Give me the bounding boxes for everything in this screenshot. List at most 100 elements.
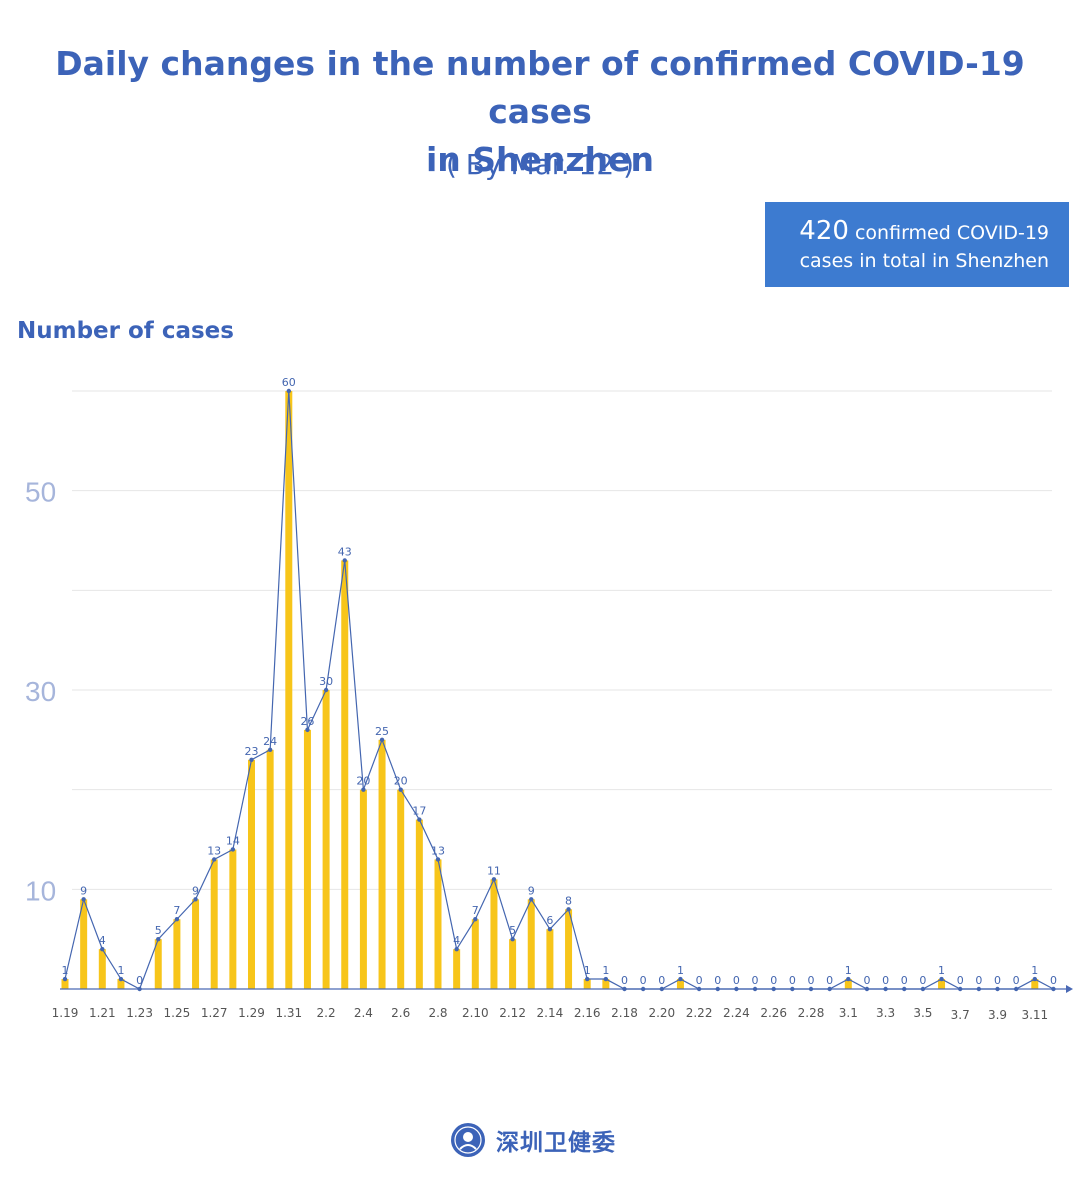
- bar: [322, 690, 330, 989]
- total-cases-number: 420: [799, 216, 849, 246]
- data-point: [790, 986, 795, 992]
- logo-text: 深圳卫健委: [496, 1130, 616, 1156]
- bar: [80, 899, 88, 989]
- chart-title: Daily changes in the number of confirmed…: [0, 40, 1080, 184]
- data-label: 20: [394, 775, 408, 788]
- data-point: [249, 757, 254, 762]
- bar: [341, 560, 349, 989]
- data-label: 60: [282, 376, 296, 389]
- x-tick-label: 1.21: [89, 1006, 116, 1020]
- data-label: 13: [431, 844, 445, 857]
- data-label: 1: [62, 964, 69, 977]
- bar: [359, 789, 367, 989]
- data-point: [212, 857, 217, 862]
- data-point: [846, 976, 851, 982]
- data-point: [678, 976, 683, 982]
- data-point: [864, 986, 870, 992]
- data-point: [696, 986, 702, 992]
- x-tick-label: 2.22: [686, 1006, 713, 1020]
- data-label: 1: [845, 964, 852, 977]
- data-point: [323, 687, 329, 693]
- bar: [415, 819, 423, 989]
- data-label: 0: [826, 974, 833, 987]
- data-point: [379, 737, 385, 743]
- y-axis-label: Number of cases: [17, 318, 234, 344]
- data-point: [902, 986, 907, 992]
- bar: [154, 939, 162, 989]
- data-point: [491, 877, 497, 882]
- data-label: 0: [863, 974, 870, 987]
- title-line-1: Daily changes in the number of confirmed…: [55, 44, 1025, 131]
- data-point: [976, 986, 982, 992]
- bar: [229, 849, 237, 989]
- data-point: [137, 986, 142, 992]
- bar: [397, 789, 405, 989]
- daily-cases-chart: 1030501941057913142324602630432025201713…: [25, 376, 1073, 1022]
- x-axis-arrow: [1066, 985, 1073, 993]
- data-label: 11: [487, 864, 501, 877]
- data-point: [566, 907, 571, 912]
- data-point: [81, 897, 86, 902]
- x-tick-label: 1.31: [275, 1006, 302, 1020]
- x-tick-label: 1.29: [238, 1006, 265, 1020]
- data-label: 0: [733, 974, 740, 987]
- bar: [266, 749, 274, 989]
- x-tick-label: 1.27: [201, 1006, 228, 1020]
- title-line-2: in Shenzhen: [425, 140, 654, 179]
- data-point: [286, 388, 291, 394]
- data-point: [622, 986, 627, 992]
- data-label: 1: [584, 964, 591, 977]
- data-label: 0: [975, 974, 982, 987]
- data-label: 25: [375, 725, 389, 738]
- bar: [471, 919, 479, 989]
- data-label: 4: [453, 934, 460, 947]
- data-point: [417, 817, 422, 822]
- bar: [378, 739, 386, 989]
- data-label: 0: [752, 974, 759, 987]
- data-point: [267, 747, 273, 752]
- data-point: [118, 976, 124, 982]
- x-tick-label: 3.7: [951, 1008, 970, 1022]
- data-label: 0: [789, 974, 796, 987]
- data-label: 1: [1031, 964, 1038, 977]
- total-cases-box: 420 confirmed COVID-19 cases in total in…: [765, 202, 1069, 287]
- bar: [303, 729, 311, 989]
- bar: [434, 859, 442, 989]
- data-point: [752, 986, 758, 992]
- data-label: 0: [994, 974, 1001, 987]
- data-label: 5: [509, 924, 516, 937]
- data-label: 1: [117, 964, 124, 977]
- data-label: 9: [80, 884, 87, 897]
- data-label: 26: [300, 715, 314, 728]
- data-point: [883, 986, 888, 992]
- x-tick-label: 2.20: [648, 1006, 675, 1020]
- x-tick-label: 3.9: [988, 1008, 1007, 1022]
- data-point: [473, 917, 478, 922]
- seal-emblem-icon: [451, 1123, 485, 1157]
- data-point: [342, 558, 347, 563]
- data-label: 0: [658, 974, 665, 987]
- data-label: 7: [173, 904, 180, 917]
- bar: [583, 979, 591, 989]
- data-point: [771, 986, 776, 992]
- data-label: 20: [356, 775, 370, 788]
- data-point: [305, 727, 310, 733]
- x-tick-label: 2.26: [760, 1006, 787, 1020]
- data-label: 0: [901, 974, 908, 987]
- x-tick-label: 2.24: [723, 1006, 750, 1020]
- x-tick-label: 2.18: [611, 1006, 638, 1020]
- x-tick-label: 2.8: [428, 1006, 447, 1020]
- data-label: 6: [546, 914, 553, 927]
- data-point: [398, 787, 403, 792]
- data-label: 0: [919, 974, 926, 987]
- y-tick-label: 30: [25, 676, 56, 707]
- data-point: [454, 946, 459, 952]
- x-tick-label: 3.3: [876, 1006, 895, 1020]
- x-tick-label: 1.23: [126, 1006, 153, 1020]
- data-point: [62, 976, 68, 982]
- data-point: [435, 857, 441, 862]
- data-point: [827, 986, 832, 992]
- bar: [173, 919, 181, 989]
- data-point: [1051, 986, 1056, 992]
- data-label: 0: [808, 974, 815, 987]
